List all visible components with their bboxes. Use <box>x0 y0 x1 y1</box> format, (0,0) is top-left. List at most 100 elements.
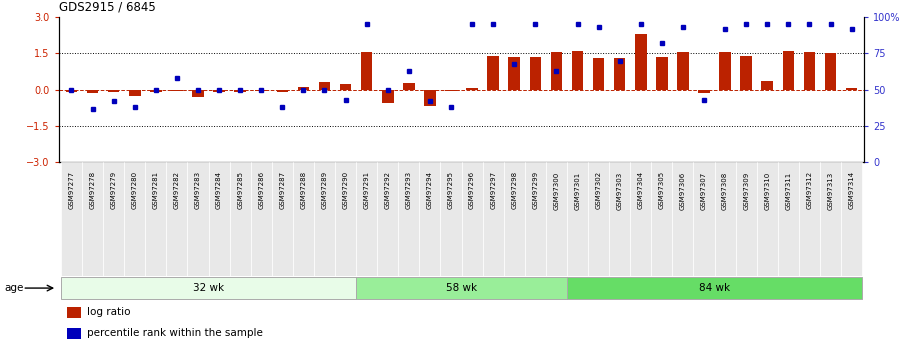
Text: 84 wk: 84 wk <box>699 283 730 293</box>
Bar <box>167 162 187 276</box>
Bar <box>214 90 224 92</box>
Bar <box>652 162 672 276</box>
Text: GSM97307: GSM97307 <box>701 171 707 209</box>
Bar <box>630 162 652 276</box>
Text: GSM97279: GSM97279 <box>110 171 117 209</box>
Bar <box>272 162 293 276</box>
Bar <box>87 90 99 92</box>
Text: GSM97309: GSM97309 <box>743 171 749 209</box>
Text: GSM97290: GSM97290 <box>343 171 348 209</box>
Bar <box>361 52 373 90</box>
Bar <box>820 162 841 276</box>
Text: GSM97314: GSM97314 <box>849 171 854 209</box>
Bar <box>567 162 588 276</box>
Bar <box>693 162 715 276</box>
Text: GSM97297: GSM97297 <box>491 171 496 209</box>
Text: GSM97291: GSM97291 <box>364 171 369 209</box>
Bar <box>419 162 441 276</box>
Bar <box>609 162 630 276</box>
Bar <box>314 162 335 276</box>
Bar <box>677 52 689 90</box>
Bar <box>736 162 757 276</box>
Bar <box>488 56 499 90</box>
Bar <box>546 162 567 276</box>
Bar <box>572 51 584 90</box>
Text: GSM97285: GSM97285 <box>237 171 243 209</box>
Text: GSM97311: GSM97311 <box>786 171 791 209</box>
Bar <box>846 89 857 90</box>
Bar <box>761 81 773 90</box>
Bar <box>445 90 457 91</box>
Bar <box>277 90 288 92</box>
Text: GSM97294: GSM97294 <box>427 171 433 209</box>
Bar <box>804 52 815 90</box>
Text: GSM97306: GSM97306 <box>680 171 686 209</box>
Bar <box>319 82 330 90</box>
Bar <box>108 90 119 92</box>
Text: GSM97305: GSM97305 <box>659 171 665 209</box>
Bar <box>146 162 167 276</box>
Bar <box>124 162 146 276</box>
Bar <box>699 90 710 92</box>
Text: GSM97277: GSM97277 <box>69 171 74 209</box>
Bar <box>824 53 836 90</box>
Bar <box>293 162 314 276</box>
Text: GSM97287: GSM97287 <box>280 171 285 209</box>
Text: GSM97304: GSM97304 <box>638 171 643 209</box>
Bar <box>635 34 646 90</box>
Bar <box>567 277 862 299</box>
Bar <box>398 162 419 276</box>
Bar <box>482 162 504 276</box>
Bar <box>715 162 736 276</box>
Text: GSM97280: GSM97280 <box>132 171 138 209</box>
Bar <box>187 162 208 276</box>
Text: 58 wk: 58 wk <box>446 283 477 293</box>
Bar <box>234 90 246 92</box>
Bar <box>82 162 103 276</box>
Bar <box>66 90 77 92</box>
Bar <box>509 57 520 90</box>
Bar <box>740 56 752 90</box>
Bar <box>656 57 668 90</box>
Bar <box>719 52 731 90</box>
Bar <box>757 162 777 276</box>
Bar <box>593 58 605 90</box>
Text: GSM97289: GSM97289 <box>321 171 328 209</box>
Bar <box>129 90 140 96</box>
Text: GSM97303: GSM97303 <box>616 171 623 209</box>
Bar <box>357 162 377 276</box>
Text: age: age <box>5 283 24 293</box>
Text: percentile rank within the sample: percentile rank within the sample <box>87 328 262 338</box>
Text: 32 wk: 32 wk <box>193 283 224 293</box>
Bar <box>61 162 82 276</box>
Bar <box>441 162 462 276</box>
Bar <box>230 162 251 276</box>
Bar <box>171 90 183 91</box>
Text: GSM97288: GSM97288 <box>300 171 307 209</box>
Text: GSM97308: GSM97308 <box>722 171 729 209</box>
Bar <box>208 162 230 276</box>
Bar <box>298 87 310 90</box>
Bar <box>783 51 795 90</box>
Text: GSM97296: GSM97296 <box>469 171 475 209</box>
Bar <box>777 162 799 276</box>
Text: GSM97298: GSM97298 <box>511 171 518 209</box>
Text: GSM97301: GSM97301 <box>575 171 580 209</box>
Bar <box>335 162 357 276</box>
Bar <box>251 162 272 276</box>
Text: GSM97310: GSM97310 <box>765 171 770 209</box>
Text: GSM97284: GSM97284 <box>216 171 222 209</box>
Bar <box>672 162 693 276</box>
Bar <box>614 58 625 90</box>
Text: GSM97313: GSM97313 <box>827 171 834 209</box>
Bar <box>462 162 482 276</box>
Bar <box>841 162 862 276</box>
Bar <box>61 277 357 299</box>
Bar <box>192 90 204 97</box>
Text: GSM97300: GSM97300 <box>554 171 559 209</box>
Bar <box>588 162 609 276</box>
Bar <box>255 90 267 91</box>
Bar <box>150 90 162 92</box>
Bar <box>377 162 398 276</box>
Text: GSM97282: GSM97282 <box>174 171 180 209</box>
